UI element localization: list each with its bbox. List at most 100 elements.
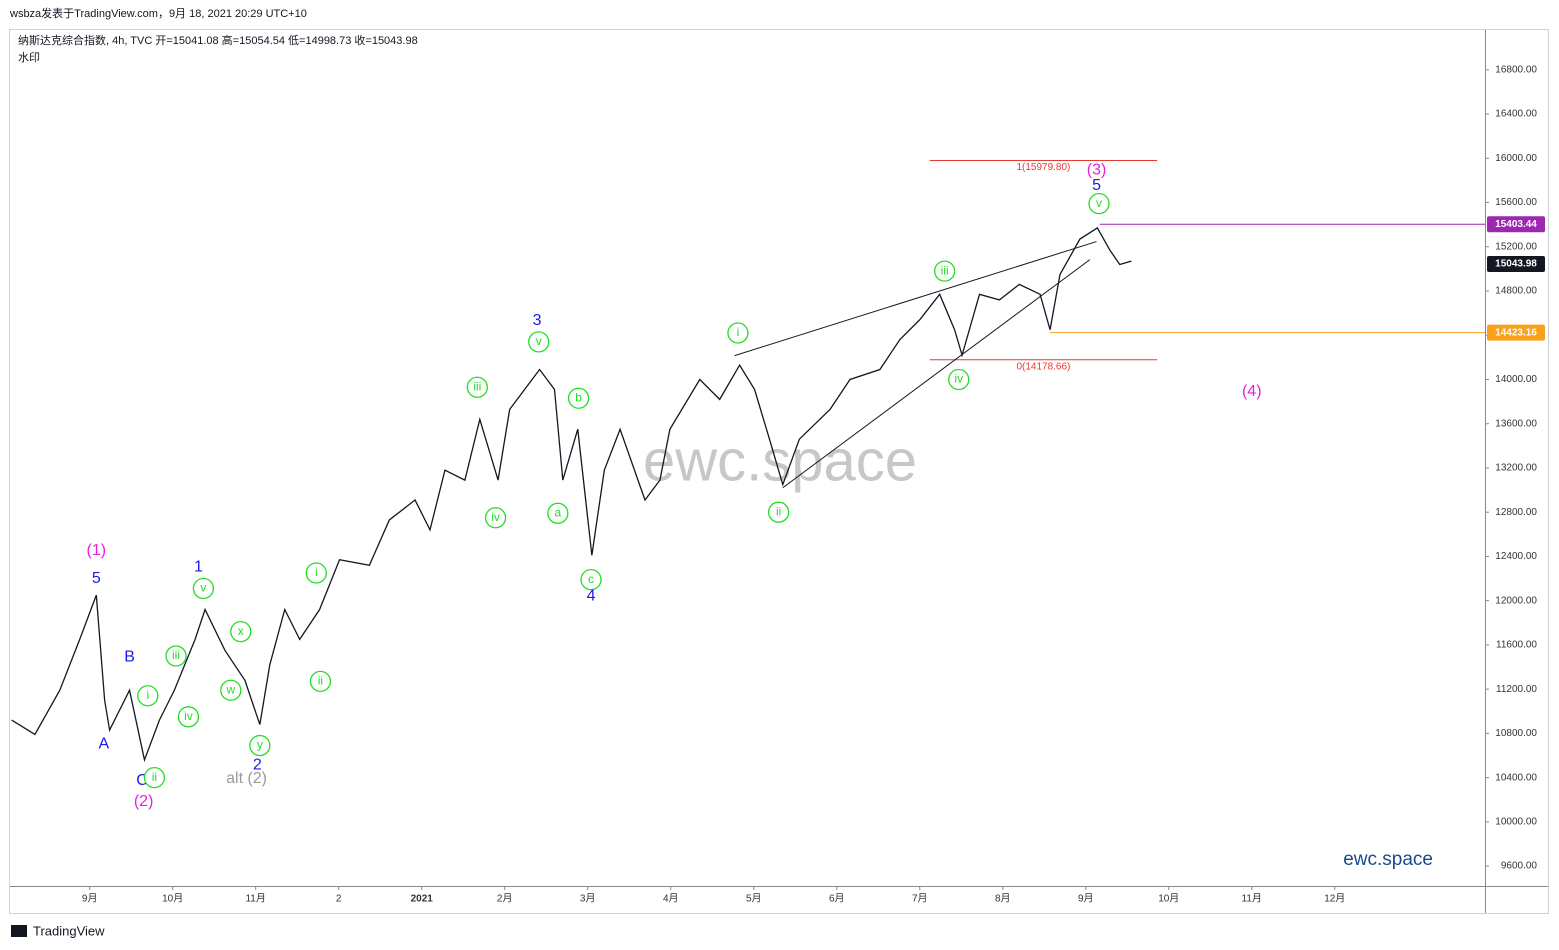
chart-title: 纳斯达克综合指数, 4h, TVC 开=15041.08 高=15054.54 … [18, 33, 418, 47]
wave-circle [580, 569, 602, 591]
fib-label: 1(15979.80) [1016, 162, 1070, 173]
y-tick-label: 16400.00 [1495, 109, 1537, 120]
tv-logo: TradingView [11, 923, 105, 938]
x-tick-label: 8月 [995, 893, 1011, 905]
wave-circle [933, 260, 956, 282]
y-tick-label: 9600.00 [1501, 861, 1538, 872]
trend-line [782, 259, 1091, 489]
price-tag [1487, 256, 1545, 273]
wave-label: v [1096, 196, 1102, 210]
wave-label: B [124, 648, 135, 665]
wave-circle [143, 766, 166, 789]
wave-circle [137, 685, 159, 707]
wave-circle [230, 620, 252, 643]
y-tick-label: 13600.00 [1495, 418, 1537, 429]
x-tick-label: 10月 [162, 893, 183, 905]
wave-circle [948, 368, 970, 391]
wave-label: v [200, 581, 206, 595]
wave-label: iii [172, 648, 180, 662]
x-tick-label: 9月 [1078, 893, 1094, 905]
wave-circle [727, 322, 749, 344]
wave-circle [220, 679, 242, 701]
x-tick-label: 2月 [497, 893, 513, 905]
wave-label: i [737, 325, 740, 339]
price-tag-label: 14423.16 [1495, 327, 1537, 338]
wave-circle [309, 670, 332, 693]
wave-label: 5 [92, 570, 101, 587]
y-tick-label: 15200.00 [1495, 241, 1537, 252]
x-tick-label: 2021 [411, 894, 434, 905]
frame [9, 29, 1549, 914]
x-tick-label: 11月 [245, 893, 265, 905]
wave-label: 3 [533, 312, 542, 329]
wave-label: iii [941, 263, 949, 277]
x-tick-label: 6月 [829, 893, 845, 905]
wave-label: b [575, 390, 582, 404]
y-tick-label: 15600.00 [1495, 197, 1537, 208]
x-tick-label: 10月 [1158, 893, 1179, 905]
wave-label: v [536, 334, 542, 348]
wave-circle [567, 387, 590, 409]
y-tick-label: 14800.00 [1495, 286, 1537, 297]
wave-label: iv [491, 510, 500, 524]
y-tick-label: 12000.00 [1495, 595, 1537, 606]
y-tick-label: 10800.00 [1495, 728, 1537, 739]
wave-label: ii [776, 504, 781, 518]
y-tick-label: 11200.00 [1496, 684, 1537, 695]
price-line [11, 227, 1132, 763]
trend-line [734, 241, 1097, 357]
wave-circle [547, 502, 569, 524]
fib-label: 0(14178.66) [1016, 361, 1070, 372]
x-tick-label: 3月 [580, 893, 596, 905]
x-tick-label: 11月 [1242, 893, 1262, 905]
price-tag [1487, 324, 1545, 341]
x-tick-label: 5月 [746, 893, 762, 905]
wave-label: (3) [1087, 162, 1107, 179]
x-tick-label: 7月 [912, 893, 928, 905]
wave-circle [466, 376, 488, 398]
wave-label: w [225, 682, 235, 696]
y-tick-label: 12400.00 [1495, 551, 1537, 562]
y-tick-label: 13200.00 [1495, 463, 1537, 474]
wave-label: (2) [134, 793, 154, 810]
wave-circle [249, 734, 271, 757]
wave-circle [528, 331, 550, 353]
wave-label: i [315, 565, 318, 579]
wave-label: c [588, 572, 594, 586]
wave-label: ii [152, 770, 157, 784]
wave-label: iii [473, 379, 481, 393]
wave-circle [767, 501, 790, 523]
y-tick-label: 12800.00 [1495, 507, 1537, 518]
wave-label: ii [318, 674, 323, 688]
wave-label: iv [184, 709, 193, 723]
x-tick-label: 2 [336, 894, 342, 905]
y-tick-label: 14000.00 [1495, 374, 1537, 385]
wave-label: i [146, 688, 149, 702]
footer: TradingView [33, 923, 105, 938]
wave-label: A [98, 736, 109, 753]
watermark: ewc.space [643, 428, 917, 493]
header: wsbza发表于TradingView.com，9月 18, 2021 20:2… [9, 6, 307, 20]
wave-label: C [136, 772, 148, 789]
price-tag [1487, 216, 1545, 233]
y-tick-label: 11600.00 [1496, 640, 1537, 651]
wave-label: (4) [1242, 383, 1262, 400]
wave-label: 4 [587, 587, 596, 604]
y-tick-label: 10400.00 [1495, 772, 1537, 783]
y-tick-label: 16800.00 [1495, 64, 1537, 75]
x-tick-label: 12月 [1324, 893, 1345, 905]
wave-label: alt (2) [226, 770, 267, 787]
chart-subtitle: 水印 [18, 51, 40, 64]
wave-circle [484, 507, 507, 529]
wave-circle [1088, 192, 1110, 215]
price-tag-label: 15403.44 [1495, 219, 1537, 230]
price-tag-label: 15043.98 [1495, 259, 1537, 270]
wave-label: (1) [87, 542, 107, 559]
x-tick-label: 4月 [663, 893, 679, 905]
wave-circle [177, 706, 200, 728]
x-tick-label: 9月 [82, 893, 98, 905]
y-tick-label: 10000.00 [1495, 816, 1537, 827]
wave-label: x [238, 624, 244, 638]
wave-label: 2 [253, 757, 262, 774]
